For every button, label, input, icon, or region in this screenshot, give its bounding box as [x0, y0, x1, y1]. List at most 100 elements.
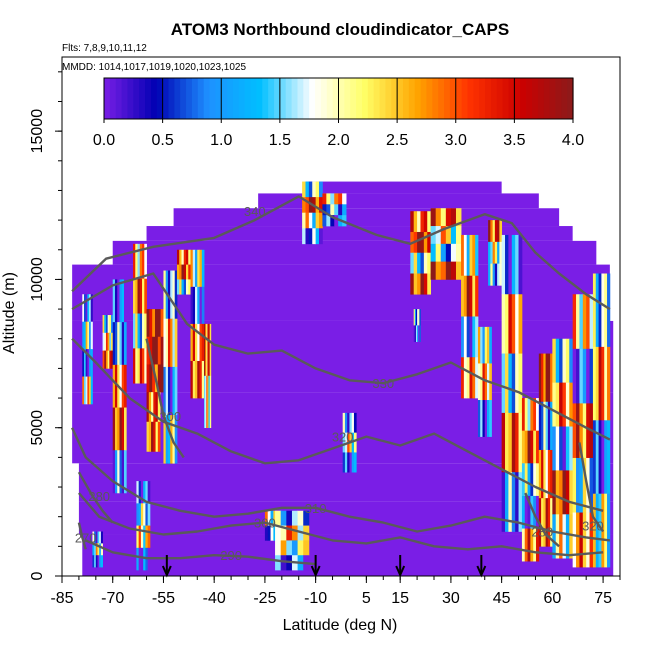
heatmap-cell — [133, 348, 136, 384]
heatmap-cell — [466, 357, 470, 399]
heatmap-cell — [418, 325, 420, 343]
flight-arrow-head — [476, 565, 487, 578]
contour-label: 320 — [332, 430, 354, 445]
contour-line — [71, 272, 611, 441]
heatmap-cell — [82, 294, 85, 322]
heatmap-cell — [492, 220, 496, 243]
heatmap-cell — [347, 412, 350, 433]
heatmap-cell — [138, 547, 142, 571]
heatmap-cell — [270, 525, 274, 541]
heatmap-cell — [430, 243, 437, 262]
heatmap-cell — [427, 231, 432, 254]
heatmap-cell — [199, 323, 203, 362]
heatmap-cell — [565, 426, 570, 471]
x-axis-label: Latitude (deg N) — [283, 617, 398, 634]
heatmap-cell — [117, 279, 120, 323]
heatmap-cell — [82, 376, 85, 405]
heatmap-cell — [121, 407, 125, 451]
heatmap-cell — [488, 241, 491, 264]
heatmap-cell — [114, 450, 118, 494]
heatmap-cell — [533, 528, 537, 562]
x-tick-label: -40 — [203, 590, 226, 607]
heatmap-cell — [413, 252, 418, 274]
heatmap-cell — [147, 503, 151, 526]
heatmap-cell — [569, 382, 574, 427]
heatmap-cell — [490, 220, 494, 243]
contour-line — [77, 522, 87, 550]
heatmap-cell — [413, 273, 418, 295]
heatmap-cell — [142, 278, 145, 314]
heatmap-cell — [586, 403, 590, 459]
contour-line — [71, 195, 611, 311]
heatmap-cell — [582, 348, 587, 404]
heatmap-cell — [119, 279, 123, 323]
colorbar-swatch — [344, 78, 351, 119]
heatmap-cell — [114, 279, 118, 323]
colorbar-swatch — [461, 78, 469, 119]
heatmap-cell — [209, 323, 212, 377]
heatmap-cell — [90, 321, 93, 350]
heatmap-cell — [559, 470, 563, 515]
heatmap-cell — [308, 181, 313, 198]
heatmap-cell — [334, 193, 339, 205]
heatmap-cell — [511, 472, 516, 532]
heatmap-cell — [286, 525, 293, 541]
colorbar-swatch — [555, 78, 562, 119]
heatmap-cell — [172, 318, 176, 368]
heatmap-cell — [543, 449, 546, 499]
heatmap-cell — [589, 457, 594, 513]
heatmap-cell — [538, 449, 542, 499]
heatmap-cell — [165, 366, 169, 416]
heatmap-cell — [440, 226, 447, 245]
heatmap-cell — [435, 243, 442, 262]
heatmap-cell — [545, 353, 549, 403]
heatmap-cell — [102, 332, 105, 351]
heatmap-cell — [607, 273, 611, 348]
heatmap-cell — [124, 322, 127, 366]
heatmap-cell — [582, 512, 587, 568]
heatmap-cell — [160, 309, 164, 338]
colorbar-swatch — [414, 78, 422, 119]
colorbar-swatch — [162, 78, 170, 119]
heatmap-cell — [315, 181, 320, 198]
heatmap-cell — [420, 252, 425, 274]
heatmap-cell — [152, 364, 156, 393]
heatmap-cell — [105, 315, 109, 334]
heatmap-cell — [607, 346, 611, 421]
heatmap-cell — [190, 323, 194, 362]
heatmap-cell — [521, 495, 526, 529]
colorbar-swatch — [502, 78, 510, 119]
heatmap-cell — [270, 510, 274, 526]
heatmap-cell — [515, 472, 519, 532]
contour-line — [85, 539, 316, 566]
heatmap-cell — [167, 270, 171, 320]
contour-label: 280 — [88, 489, 110, 504]
heatmap-cell — [586, 294, 590, 350]
heatmap-cell — [291, 525, 298, 541]
heatmap-cell — [201, 360, 205, 399]
heatmap-cell — [417, 309, 419, 326]
colorbar-swatch — [467, 78, 474, 119]
heatmap-cell — [589, 512, 594, 568]
heatmap-cell — [305, 181, 310, 198]
heatmap-cell — [589, 348, 594, 404]
flight-arrow-head — [161, 565, 172, 578]
heatmap-cell — [94, 555, 97, 568]
heatmap-cell — [518, 294, 523, 354]
heatmap-cell — [521, 430, 526, 464]
heatmap-cell — [89, 376, 92, 405]
colorbar-swatch — [432, 78, 439, 119]
heatmap-cell — [552, 382, 557, 427]
heatmap-cell — [530, 463, 534, 497]
heatmap-cell — [83, 349, 87, 377]
flight-arrows — [161, 555, 487, 578]
heatmap-cell — [121, 279, 125, 323]
plot-frame — [61, 56, 621, 577]
heatmap-cell — [480, 400, 483, 437]
heatmap-cell — [342, 193, 347, 205]
heatmap-cell — [280, 555, 287, 571]
heatmap-cell — [604, 346, 608, 421]
heatmap-cell — [484, 326, 488, 364]
heatmap-cell — [469, 275, 473, 317]
